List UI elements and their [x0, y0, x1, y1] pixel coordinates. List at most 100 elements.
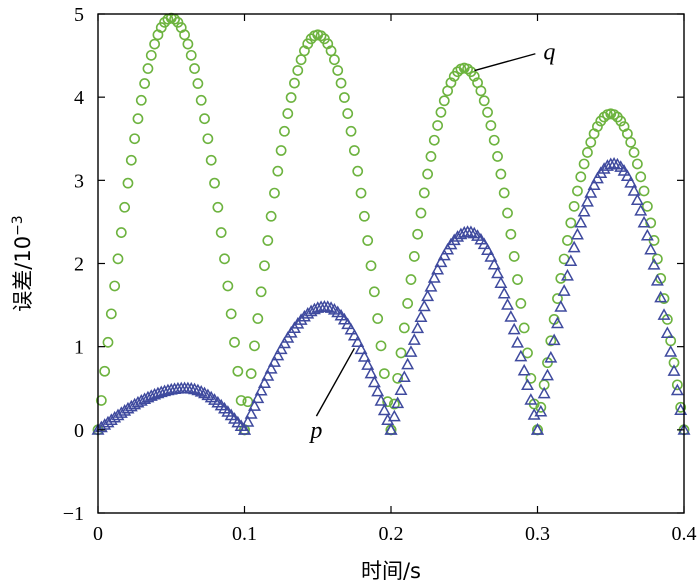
point-p — [507, 322, 521, 335]
annotation-leader-q — [474, 53, 536, 72]
point-q — [388, 398, 400, 410]
point-p — [557, 284, 571, 296]
point-q — [145, 49, 157, 61]
point-q — [502, 207, 513, 219]
point-q — [115, 227, 127, 238]
point-q — [462, 63, 473, 75]
point-q — [255, 286, 267, 298]
point-p — [494, 276, 508, 288]
point-q — [249, 340, 260, 352]
point-p — [191, 383, 205, 396]
point-q — [475, 85, 487, 97]
point-q — [132, 113, 144, 125]
point-p — [664, 345, 678, 357]
point-q — [422, 168, 434, 180]
point-p — [487, 257, 501, 270]
point-p — [584, 186, 598, 198]
point-p — [511, 335, 524, 348]
point-q — [358, 210, 370, 222]
y-tick-label: −1 — [63, 503, 84, 525]
point-p — [670, 383, 684, 396]
point-q — [535, 401, 547, 413]
point-p — [660, 326, 674, 339]
point-p — [248, 399, 261, 411]
point-p — [607, 156, 621, 169]
point-q — [562, 235, 573, 246]
point-p — [321, 300, 335, 312]
point-p — [324, 301, 338, 313]
point-p — [267, 355, 281, 367]
point-q — [598, 111, 610, 123]
point-q — [292, 65, 304, 76]
point-p — [537, 386, 551, 399]
point-q — [578, 158, 590, 170]
point-p — [560, 268, 574, 281]
point-q — [348, 145, 360, 156]
x-tick-label: 0.2 — [379, 523, 404, 545]
annotation-label-p: p — [308, 418, 322, 444]
point-p — [357, 350, 371, 362]
y-tick-label: 4 — [74, 87, 84, 109]
point-q — [125, 154, 137, 166]
point-p — [391, 396, 405, 409]
point-q — [675, 401, 687, 413]
point-p — [241, 415, 255, 427]
point-q — [498, 187, 510, 199]
point-q — [478, 95, 490, 107]
point-q — [512, 274, 523, 285]
point-q — [265, 210, 277, 222]
point-q — [641, 200, 653, 212]
point-q — [202, 133, 214, 145]
point-q — [508, 251, 520, 262]
y-axis-title-main: 误差/10 — [11, 236, 35, 312]
point-p — [417, 299, 431, 312]
y-tick-label: 5 — [74, 4, 84, 26]
point-q — [365, 260, 377, 272]
point-q — [245, 368, 257, 380]
point-p — [258, 376, 271, 389]
point-p — [437, 248, 451, 261]
point-p — [464, 225, 478, 238]
point-p — [574, 215, 588, 228]
point-q — [192, 78, 204, 89]
point-q — [428, 134, 440, 146]
series-q — [92, 12, 690, 436]
point-q — [345, 125, 357, 137]
point-q — [335, 77, 347, 89]
point-q — [545, 335, 557, 347]
point-p — [547, 333, 561, 346]
point-p — [431, 262, 445, 275]
point-q — [195, 94, 207, 106]
point-q — [638, 185, 650, 197]
point-q — [651, 253, 663, 265]
point-p — [491, 266, 505, 279]
point-q — [505, 228, 517, 240]
point-q — [259, 260, 270, 272]
point-q — [122, 177, 134, 189]
point-q — [631, 158, 643, 170]
point-p — [667, 364, 681, 376]
point-q — [615, 115, 627, 127]
point-p — [344, 322, 358, 335]
annotation-leader-p — [315, 347, 355, 417]
point-p — [570, 227, 584, 240]
point-p — [394, 383, 408, 396]
point-p — [521, 378, 534, 391]
point-q — [671, 379, 683, 391]
point-q — [395, 347, 407, 359]
point-p — [361, 358, 375, 370]
point-q — [332, 65, 344, 76]
point-p — [347, 328, 361, 341]
point-q — [585, 136, 597, 148]
point-q — [149, 38, 161, 50]
point-p — [261, 369, 275, 381]
x-tick-label: 0 — [93, 523, 103, 545]
point-p — [244, 407, 258, 419]
point-p — [551, 316, 564, 329]
point-p — [354, 342, 368, 355]
x-axis-title: 时间/s — [361, 559, 421, 583]
y-tick-label: 0 — [74, 420, 84, 442]
point-q — [289, 77, 300, 89]
point-q — [355, 187, 367, 199]
point-q — [495, 168, 507, 180]
